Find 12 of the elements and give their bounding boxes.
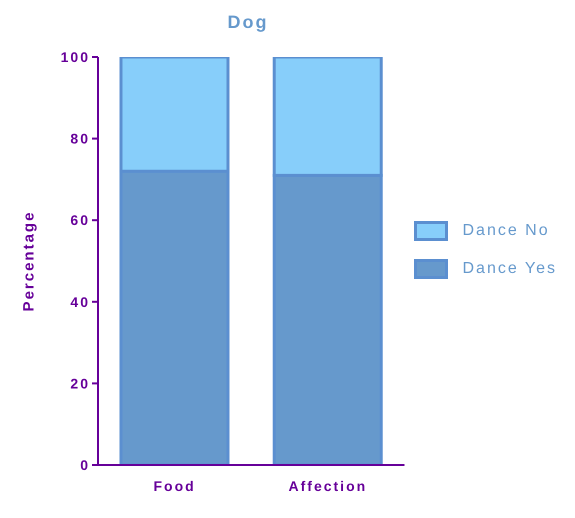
legend-label: Dance Yes xyxy=(462,260,557,278)
y-tick-label: 40 xyxy=(70,294,90,310)
y-axis-title: Percentage xyxy=(20,210,38,312)
chart-title: Dog xyxy=(226,12,270,33)
legend-label: Dance No xyxy=(462,222,550,240)
y-tick-label: 0 xyxy=(80,456,90,473)
x-tick-label: Food xyxy=(154,478,196,494)
x-tick-label: Affection xyxy=(288,478,368,494)
y-tick-label: 100 xyxy=(60,48,90,65)
y-tick-label: 60 xyxy=(70,212,90,228)
y-tick-label: 80 xyxy=(70,130,90,147)
y-tick-label: 20 xyxy=(70,375,90,392)
